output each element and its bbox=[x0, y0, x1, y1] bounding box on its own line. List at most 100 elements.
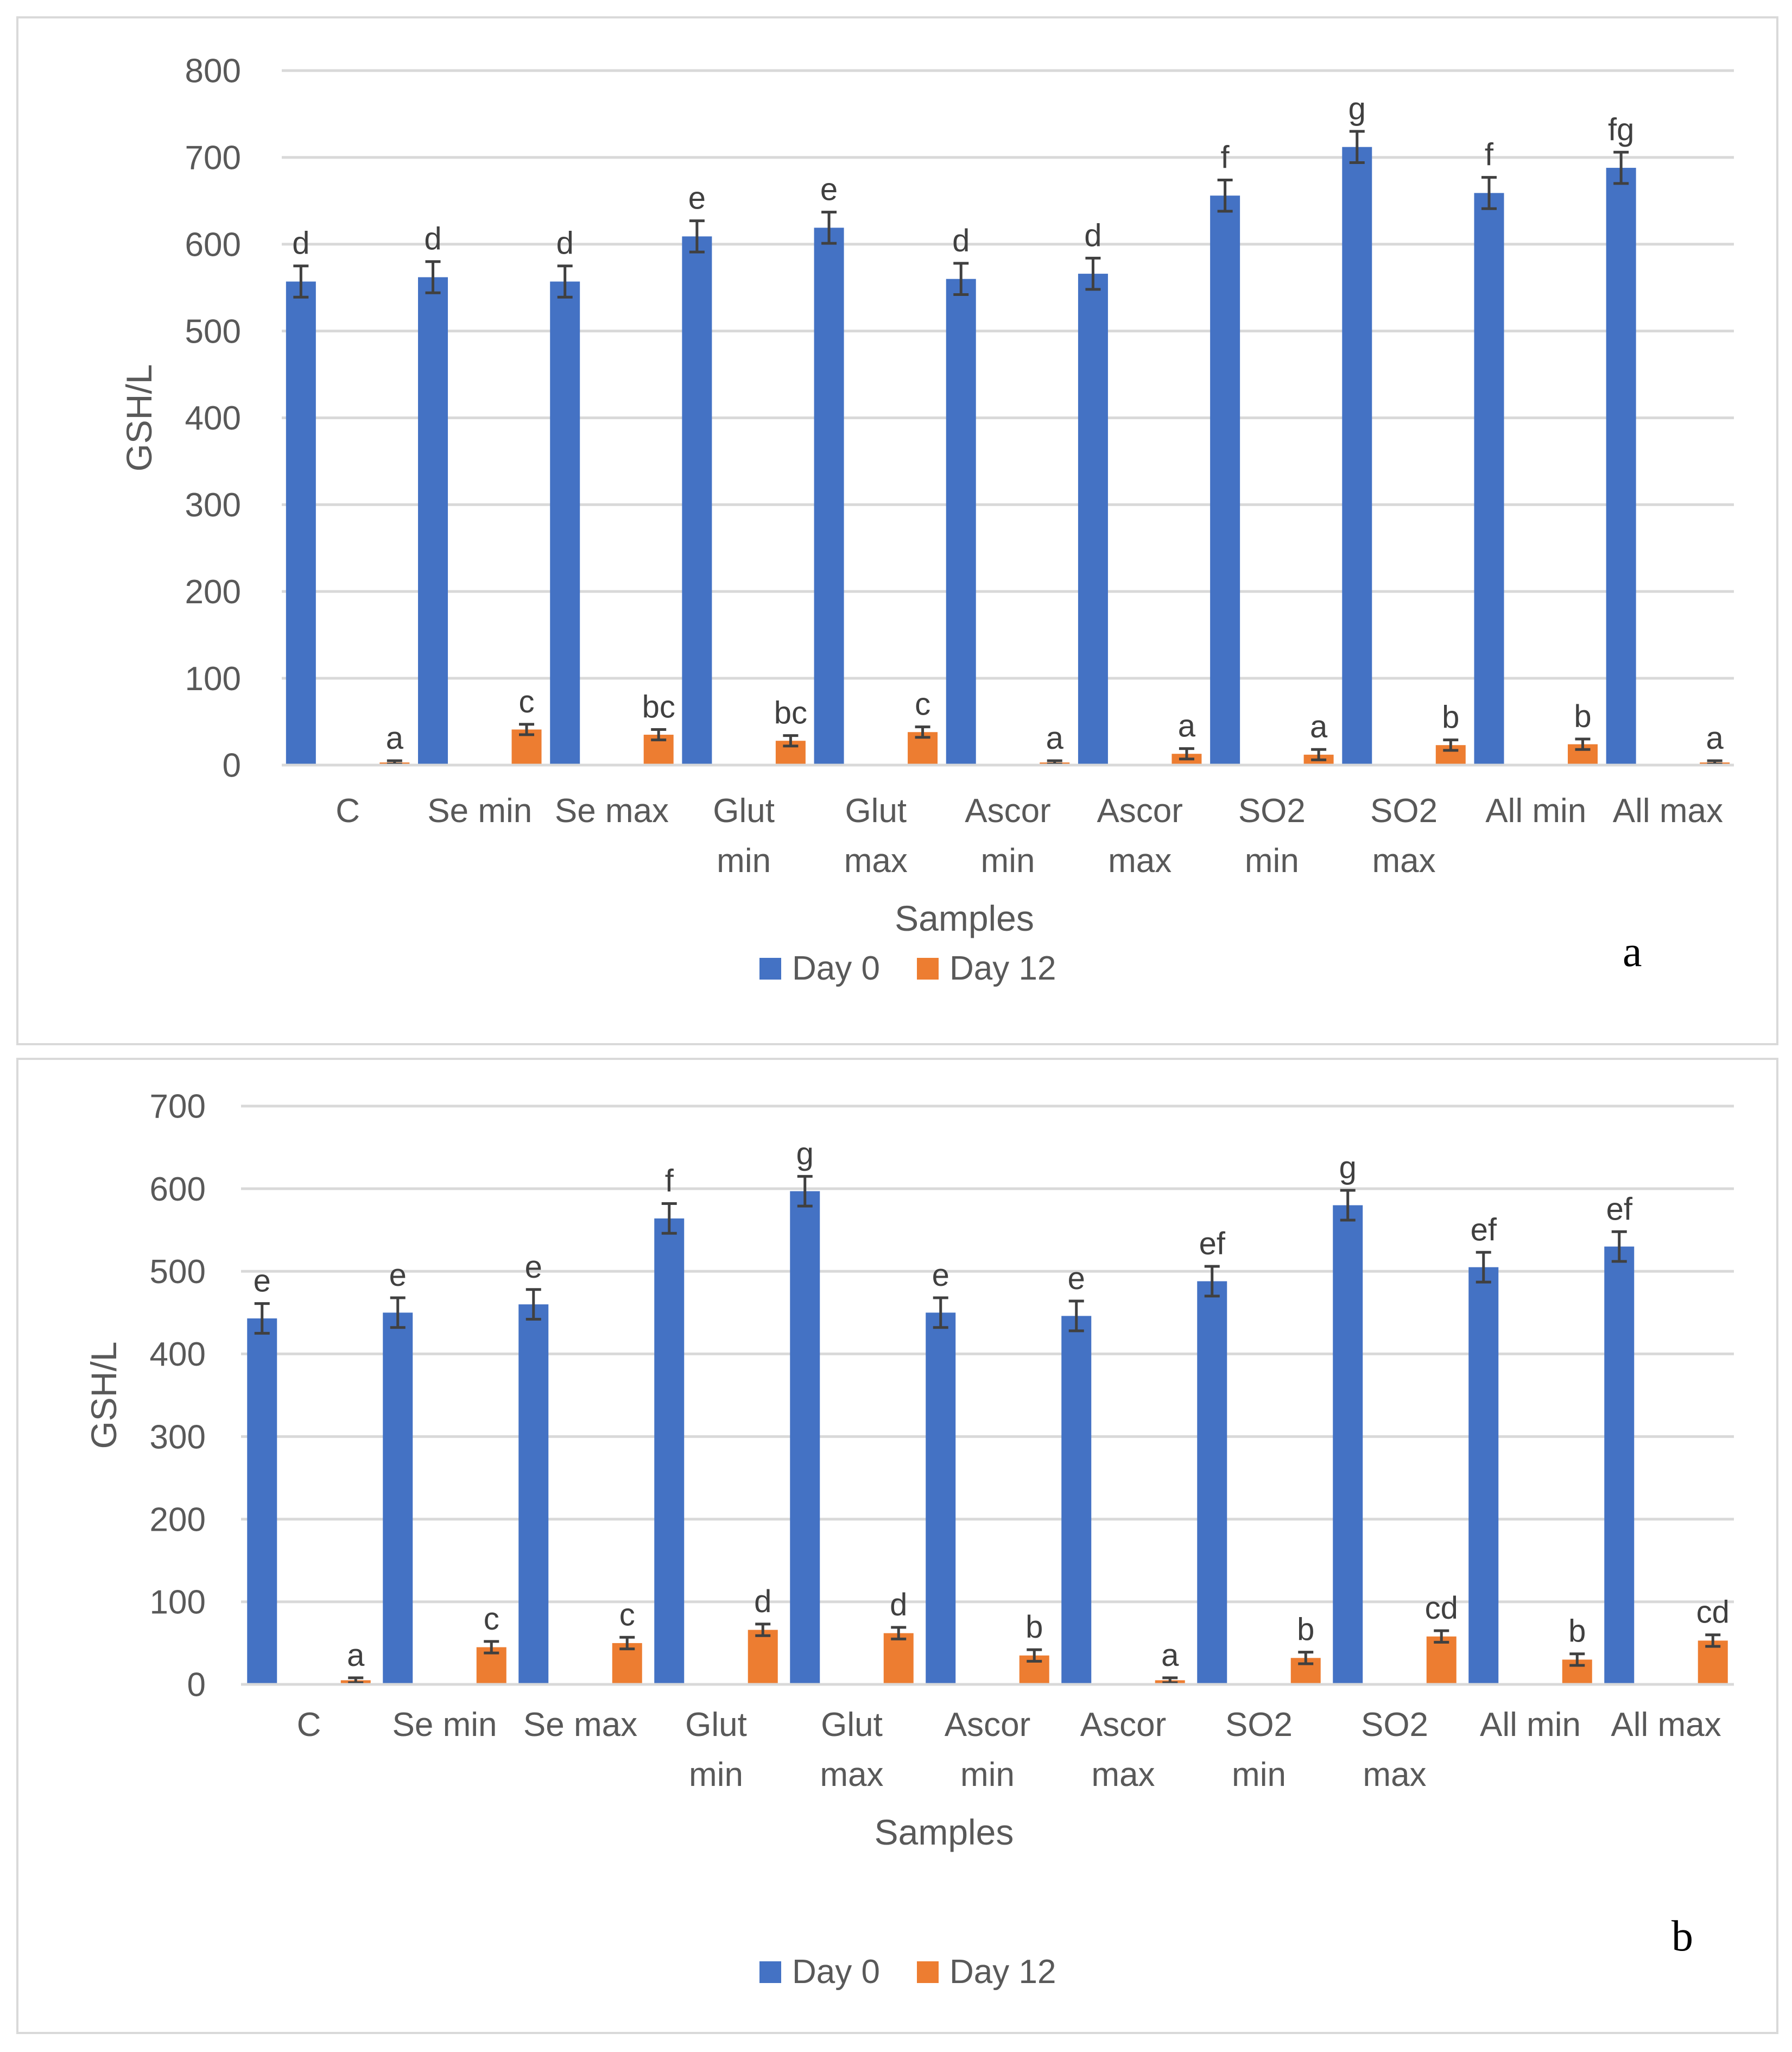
chart-a-x-tick-label: Se min bbox=[427, 792, 532, 830]
chart-b-significance-letter: a bbox=[1161, 1638, 1179, 1673]
chart-a-bar-day0 bbox=[286, 281, 316, 765]
chart-a-significance-letter: a bbox=[1178, 709, 1196, 744]
chart-a-y-tick-label: 400 bbox=[185, 400, 241, 437]
chart-a-y-tick-label: 500 bbox=[185, 313, 241, 350]
chart-b-bar-day0 bbox=[1333, 1205, 1363, 1684]
chart-b-legend-swatch-day0 bbox=[759, 1961, 781, 1983]
chart-b-bar-day0 bbox=[518, 1304, 549, 1684]
chart-a-y-tick-label: 0 bbox=[223, 747, 241, 785]
chart-b-significance-letter: d bbox=[754, 1584, 771, 1619]
chart-b-bar-day0 bbox=[1197, 1281, 1227, 1684]
chart-b-bar-day0 bbox=[1604, 1246, 1635, 1684]
chart-a-significance-letter: e bbox=[820, 172, 838, 207]
chart-b-x-tick-label: max bbox=[1091, 1756, 1155, 1794]
chart-a-y-tick-label: 100 bbox=[185, 660, 241, 698]
chart-a-bar-day0 bbox=[682, 236, 712, 766]
chart-a-y-tick-label: 600 bbox=[185, 226, 241, 263]
chart-a-x-tick-label: max bbox=[1108, 842, 1172, 880]
chart-a-significance-letter: d bbox=[1084, 218, 1101, 253]
chart-a-x-tick-label: SO2 bbox=[1238, 792, 1306, 830]
chart-a-significance-letter: f bbox=[1221, 140, 1230, 175]
chart-b-x-tick-label: SO2 bbox=[1361, 1706, 1428, 1744]
chart-b-y-tick-label: 200 bbox=[150, 1501, 206, 1538]
chart-a-significance-letter: c bbox=[915, 687, 930, 722]
chart-b-bar-day12 bbox=[883, 1633, 914, 1684]
chart-a-y-tick-label: 200 bbox=[185, 573, 241, 611]
chart-b-x-tick-label: Se max bbox=[523, 1706, 637, 1744]
chart-a-significance-letter: d bbox=[424, 222, 441, 257]
chart-a-y-tick-label: 700 bbox=[185, 140, 241, 177]
chart-a-significance-letter: d bbox=[292, 226, 309, 261]
chart-a-bar-day0 bbox=[1342, 147, 1372, 766]
chart-a-x-tick-label: min bbox=[1245, 842, 1299, 880]
chart-b-significance-letter: ef bbox=[1606, 1191, 1633, 1227]
chart-a-significance-letter: a bbox=[1046, 721, 1064, 756]
chart-b-x-tick-label: SO2 bbox=[1225, 1706, 1293, 1744]
chart-b-x-tick-label: C bbox=[297, 1706, 321, 1744]
chart-a-significance-letter: d bbox=[556, 226, 574, 261]
chart-b-panel-label: b bbox=[1671, 1912, 1693, 1960]
chart-a-x-axis-title: Samples bbox=[895, 898, 1034, 938]
chart-b-significance-letter: b bbox=[1297, 1612, 1314, 1647]
chart-b-y-tick-label: 400 bbox=[150, 1336, 206, 1373]
chart-a-legend-swatch-day12 bbox=[917, 958, 939, 980]
chart-a-bar-day0 bbox=[1606, 168, 1636, 765]
chart-b-x-tick-label: Glut bbox=[821, 1706, 883, 1744]
chart-b-y-tick-label: 500 bbox=[150, 1253, 206, 1291]
chart-a-x-tick-label: C bbox=[335, 792, 360, 830]
chart-b-bar-day0 bbox=[1061, 1316, 1092, 1684]
chart-a-x-tick-label: All max bbox=[1613, 792, 1723, 830]
chart-b-y-tick-label: 100 bbox=[150, 1584, 206, 1621]
chart-a-x-tick-label: All min bbox=[1485, 792, 1586, 830]
chart-b-x-tick-label: max bbox=[820, 1756, 883, 1794]
chart-b-bar-day0 bbox=[790, 1191, 820, 1684]
chart-b-bar-day0 bbox=[247, 1318, 277, 1684]
chart-b-y-tick-label: 300 bbox=[150, 1418, 206, 1456]
chart-a-significance-letter: f bbox=[1485, 137, 1494, 173]
chart-b-y-tick-label: 0 bbox=[187, 1666, 206, 1704]
chart-a-significance-letter: b bbox=[1574, 699, 1591, 734]
chart-b-significance-letter: c bbox=[619, 1597, 635, 1632]
chart-b-significance-letter: cd bbox=[1696, 1595, 1730, 1630]
chart-a-significance-letter: b bbox=[1442, 700, 1459, 735]
chart-a-significance-letter: bc bbox=[642, 689, 675, 724]
chart-b-bar-day12 bbox=[748, 1630, 778, 1684]
chart-a-bar-day0 bbox=[550, 281, 580, 765]
chart-a-significance-letter: fg bbox=[1608, 112, 1634, 147]
chart-b-bar-day12 bbox=[1698, 1640, 1728, 1684]
chart-b-x-tick-label: Se min bbox=[392, 1706, 497, 1744]
chart-b-significance-letter: e bbox=[389, 1258, 407, 1293]
chart-b-bar-day0 bbox=[926, 1312, 956, 1684]
chart-b-x-tick-label: All min bbox=[1480, 1706, 1581, 1744]
chart-a-y-tick-label: 300 bbox=[185, 487, 241, 524]
chart-a-x-tick-label: max bbox=[844, 842, 908, 880]
chart-b-significance-letter: d bbox=[890, 1587, 907, 1622]
chart-b-y-axis-title: GSH/L bbox=[84, 1341, 124, 1449]
chart-b-x-tick-label: All max bbox=[1611, 1706, 1721, 1744]
chart-a-bar-day0 bbox=[1078, 274, 1108, 765]
chart-a-x-tick-label: Glut bbox=[713, 792, 775, 830]
chart-a-x-tick-label: min bbox=[717, 842, 771, 880]
chart-b-y-tick-label: 600 bbox=[150, 1171, 206, 1208]
chart-a-x-tick-label: SO2 bbox=[1370, 792, 1438, 830]
chart-a-x-tick-label: Glut bbox=[845, 792, 907, 830]
chart-b-significance-letter: e bbox=[932, 1258, 949, 1293]
chart-b-legend-label-day12: Day 12 bbox=[949, 1953, 1056, 1991]
chart-a-significance-letter: g bbox=[1348, 91, 1366, 127]
chart-b-significance-letter: cd bbox=[1425, 1590, 1458, 1626]
chart-a-bar-day0 bbox=[1210, 195, 1240, 766]
chart-a-x-tick-label: Ascor bbox=[1097, 792, 1182, 830]
chart-a-legend-swatch-day0 bbox=[759, 958, 781, 980]
chart-a-legend-label-day12: Day 12 bbox=[949, 950, 1056, 987]
chart-b-x-axis-title: Samples bbox=[875, 1812, 1014, 1852]
chart-b-x-tick-label: min bbox=[1232, 1756, 1286, 1794]
chart-a-panel-label: a bbox=[1623, 928, 1642, 976]
chart-a-legend-label-day0: Day 0 bbox=[792, 950, 880, 987]
chart-a-x-tick-label: Se max bbox=[555, 792, 669, 830]
chart-b-bar-day0 bbox=[654, 1218, 685, 1684]
chart-b-x-tick-label: Ascor bbox=[945, 1706, 1030, 1744]
chart-b-significance-letter: c bbox=[484, 1601, 499, 1637]
chart-a-significance-letter: bc bbox=[774, 696, 807, 731]
chart-a-y-axis-title: GSH/L bbox=[119, 364, 159, 471]
